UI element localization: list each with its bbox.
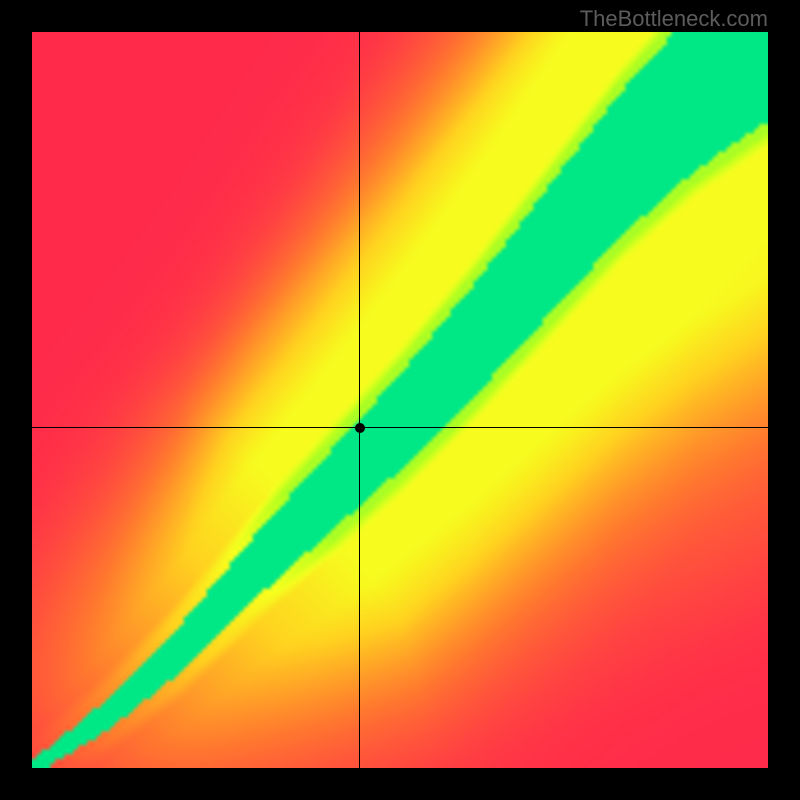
marker-dot bbox=[355, 423, 365, 433]
heatmap-canvas bbox=[32, 32, 768, 768]
plot-area bbox=[32, 32, 768, 768]
chart-container: { "type": "heatmap", "watermark": { "tex… bbox=[0, 0, 800, 800]
watermark-text: TheBottleneck.com bbox=[580, 6, 768, 32]
crosshair-horizontal bbox=[32, 427, 768, 428]
crosshair-vertical bbox=[359, 32, 360, 768]
